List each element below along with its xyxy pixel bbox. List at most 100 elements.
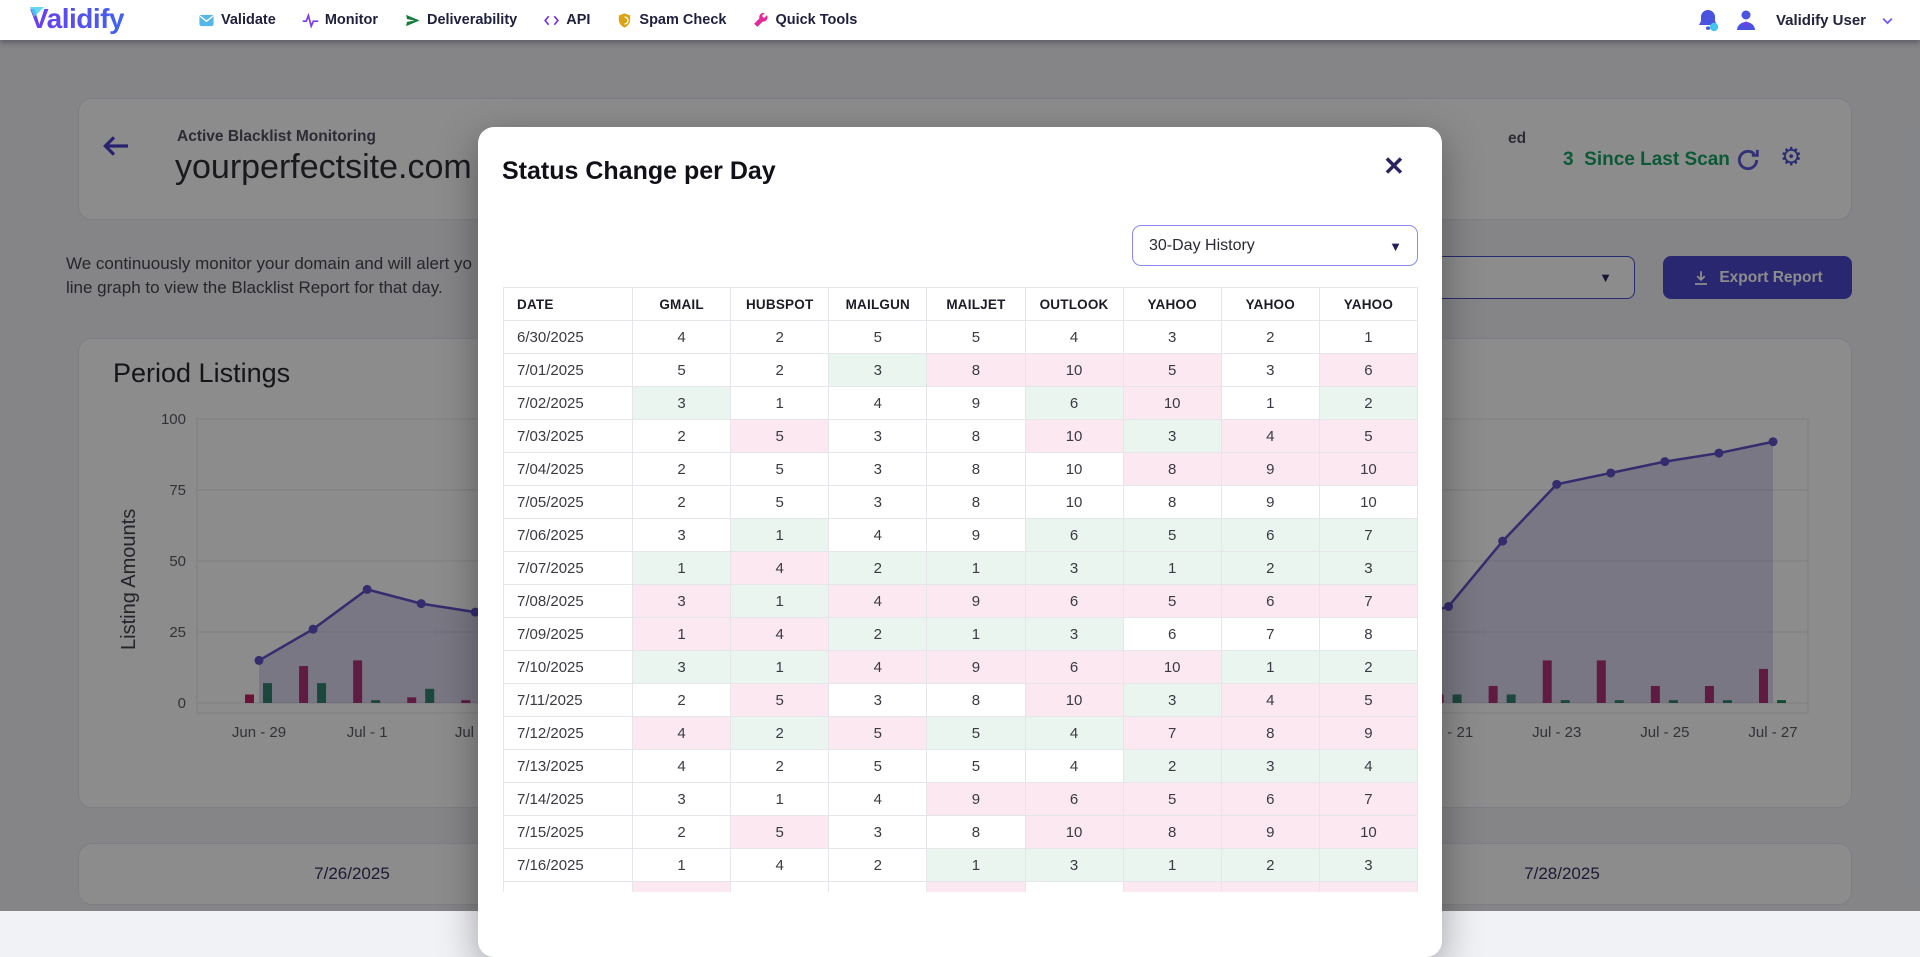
date-cell: 7/14/2025 (504, 783, 633, 816)
status-count-cell: 1 (927, 618, 1025, 651)
status-count-cell (927, 882, 1025, 892)
table-header-row: DATEGMAILHUBSPOTMAILGUNMAILJETOUTLOOKYAH… (504, 288, 1418, 321)
column-header: MAILJET (927, 288, 1025, 321)
status-count-cell: 4 (829, 651, 927, 684)
nav-right: Validify User (1696, 0, 1895, 40)
status-count-cell: 10 (1319, 486, 1417, 519)
column-header: DATE (504, 288, 633, 321)
status-count-cell: 2 (1221, 552, 1319, 585)
status-count-cell: 8 (1123, 816, 1221, 849)
status-count-cell: 2 (731, 354, 829, 387)
status-count-cell: 4 (1025, 321, 1123, 354)
table-row: 7/10/2025314961012 (504, 651, 1418, 684)
chevron-down-icon[interactable] (1880, 13, 1895, 28)
status-count-cell: 8 (1123, 486, 1221, 519)
validify-logo[interactable]: Validify (30, 3, 124, 35)
status-table-body: 6/30/2025425543217/01/20255238105367/02/… (504, 321, 1418, 892)
nav-item-deliverability[interactable]: Deliverability (404, 12, 517, 29)
notifications-bell-icon[interactable] (1696, 8, 1720, 32)
nav-label: Deliverability (427, 12, 517, 28)
status-count-cell: 9 (927, 651, 1025, 684)
status-count-cell: 2 (633, 684, 731, 717)
status-count-cell: 2 (829, 552, 927, 585)
column-header: YAHOO (1123, 288, 1221, 321)
status-count-cell: 2 (1221, 849, 1319, 882)
status-count-cell: 5 (829, 750, 927, 783)
status-count-cell: 3 (829, 420, 927, 453)
date-cell: 7/11/2025 (504, 684, 633, 717)
status-count-cell: 10 (1123, 387, 1221, 420)
close-icon[interactable]: ✕ (1383, 149, 1405, 183)
status-count-cell: 10 (1025, 816, 1123, 849)
pulse-icon (302, 12, 319, 29)
status-count-cell: 3 (633, 519, 731, 552)
status-count-cell: 4 (1221, 684, 1319, 717)
status-count-cell: 2 (1123, 750, 1221, 783)
date-cell: 7/10/2025 (504, 651, 633, 684)
status-count-cell: 4 (633, 321, 731, 354)
status-count-cell: 1 (731, 387, 829, 420)
table-row: 6/30/202542554321 (504, 321, 1418, 354)
status-count-cell: 10 (1123, 651, 1221, 684)
date-cell: 7/04/2025 (504, 453, 633, 486)
table-row: 7/05/20252538108910 (504, 486, 1418, 519)
wrench-icon (752, 12, 769, 29)
send-icon (404, 12, 421, 29)
status-count-cell: 6 (1221, 585, 1319, 618)
status-count-cell: 9 (1221, 816, 1319, 849)
status-count-cell: 7 (1221, 618, 1319, 651)
status-count-cell (1025, 882, 1123, 892)
table-row: 7/11/2025253810345 (504, 684, 1418, 717)
status-count-cell: 2 (731, 750, 829, 783)
user-menu-label[interactable]: Validify User (1776, 12, 1866, 29)
status-count-cell: 1 (1221, 651, 1319, 684)
status-count-cell: 4 (1025, 717, 1123, 750)
status-count-cell: 2 (1221, 321, 1319, 354)
column-header: YAHOO (1319, 288, 1417, 321)
status-count-cell: 2 (829, 618, 927, 651)
status-count-cell: 5 (731, 420, 829, 453)
table-row: 7/02/2025314961012 (504, 387, 1418, 420)
status-count-cell: 2 (633, 453, 731, 486)
status-count-cell: 1 (633, 849, 731, 882)
history-period-select[interactable]: 30-Day History ▼ (1132, 225, 1418, 266)
status-count-cell: 3 (1025, 849, 1123, 882)
table-row: 7/15/20252538108910 (504, 816, 1418, 849)
status-count-cell: 4 (829, 783, 927, 816)
nav-item-spam-check[interactable]: Spam Check (616, 12, 726, 29)
status-count-cell: 1 (1319, 321, 1417, 354)
date-cell: 7/12/2025 (504, 717, 633, 750)
table-row: 7/13/202542554234 (504, 750, 1418, 783)
status-count-cell: 9 (927, 387, 1025, 420)
status-count-cell (1319, 882, 1417, 892)
nav-item-validate[interactable]: Validate (198, 12, 276, 29)
status-count-cell: 6 (1025, 387, 1123, 420)
status-count-cell: 8 (927, 816, 1025, 849)
table-row: 7/09/202514213678 (504, 618, 1418, 651)
date-cell: 7/16/2025 (504, 849, 633, 882)
status-count-cell: 3 (829, 486, 927, 519)
status-count-cell: 6 (1123, 618, 1221, 651)
date-cell: 7/08/2025 (504, 585, 633, 618)
date-cell: 7/01/2025 (504, 354, 633, 387)
status-count-cell: 4 (633, 750, 731, 783)
status-count-cell: 9 (927, 519, 1025, 552)
status-count-cell: 10 (1319, 453, 1417, 486)
date-cell: 7/06/2025 (504, 519, 633, 552)
column-header: OUTLOOK (1025, 288, 1123, 321)
status-count-cell: 2 (731, 321, 829, 354)
nav-item-api[interactable]: API (543, 12, 590, 29)
status-count-cell: 7 (1123, 717, 1221, 750)
date-cell: 7/09/2025 (504, 618, 633, 651)
status-count-cell: 10 (1025, 420, 1123, 453)
envelope-icon (198, 12, 215, 29)
nav-item-quick-tools[interactable]: Quick Tools (752, 12, 857, 29)
nav-item-monitor[interactable]: Monitor (302, 12, 378, 29)
status-count-cell: 10 (1025, 486, 1123, 519)
status-count-cell: 8 (1221, 717, 1319, 750)
user-avatar-icon[interactable] (1734, 8, 1758, 32)
status-count-cell: 6 (1025, 585, 1123, 618)
status-count-cell: 8 (927, 354, 1025, 387)
status-count-cell: 8 (927, 420, 1025, 453)
table-row: 7/04/20252538108910 (504, 453, 1418, 486)
